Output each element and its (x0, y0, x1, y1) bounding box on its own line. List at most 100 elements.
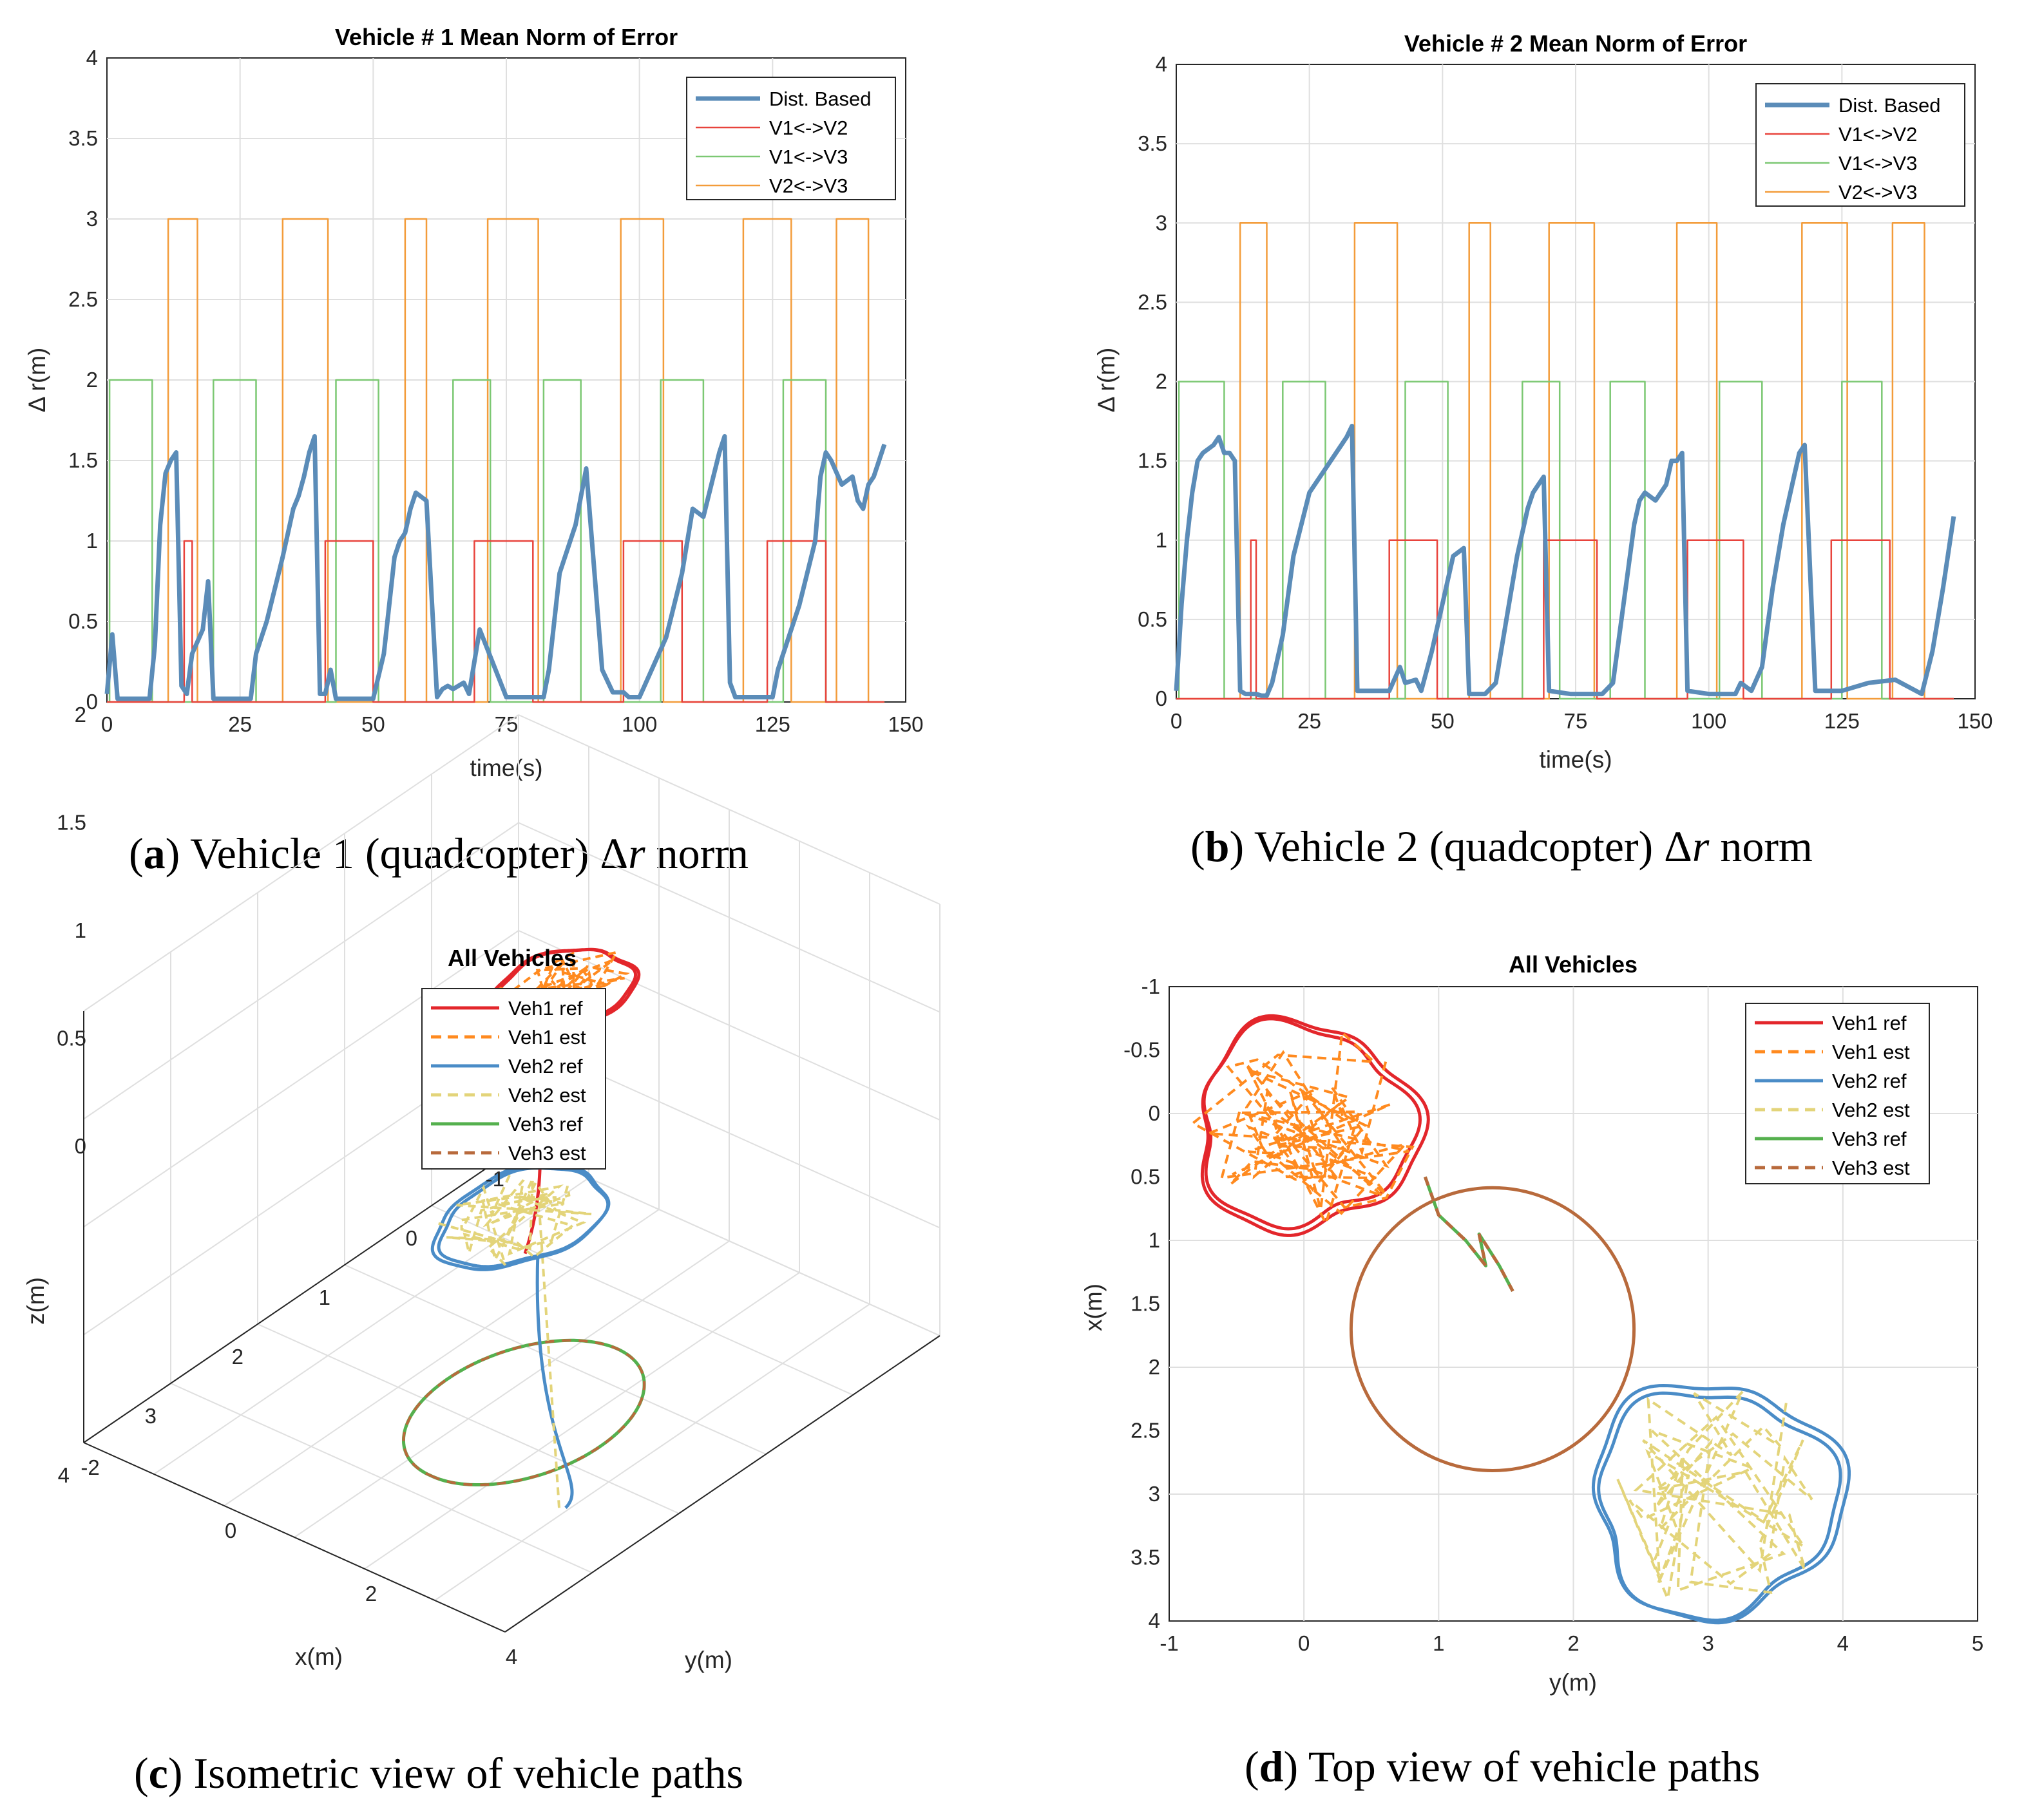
legend-label: Veh2 ref (508, 1055, 583, 1077)
z-axis-label: z(m) (23, 1277, 49, 1325)
caption-d: (d) Top view of vehicle paths (1245, 1742, 1760, 1791)
x-tick-label: 25 (228, 712, 252, 736)
y-gridline (224, 1209, 660, 1506)
legend-label: Veh3 ref (1832, 1128, 1907, 1150)
legend-label: Veh2 est (1832, 1099, 1910, 1121)
z-gridline (83, 714, 519, 1012)
legend-label: Veh2 est (508, 1084, 586, 1106)
y-tick-label: 1 (1149, 1228, 1160, 1252)
x-tick-label: 5 (1972, 1631, 1983, 1655)
x-tick-label: 1 (1433, 1631, 1444, 1655)
legend-label: Dist. Based (769, 88, 872, 110)
z-tick-label: 2 (75, 703, 86, 726)
x-axis-line (83, 1442, 506, 1633)
series-line-dist (1174, 424, 1956, 698)
veh3-ref-path (402, 1338, 646, 1486)
y-tick-label: 1 (86, 529, 98, 553)
x-axis-label: time(s) (470, 755, 542, 781)
legend-label: Veh3 est (508, 1142, 586, 1164)
x-axis-label: x(m) (295, 1644, 343, 1670)
x-tick-label: 125 (755, 712, 790, 736)
y-tick-label: 0.5 (68, 609, 98, 633)
x-tick-label: 0 (1170, 709, 1182, 733)
legend: Veh1 ref Veh1 est Veh2 ref Veh2 est Veh3 ref… (421, 988, 606, 1170)
legend: Veh1 ref Veh1 est Veh2 ref Veh2 est Veh3 ref… (1745, 1003, 1930, 1184)
chart-title: All Vehicles (448, 945, 577, 971)
veh1-est-path (1190, 1030, 1415, 1228)
veh1-ref-path (1200, 1014, 1430, 1237)
y-tick-label: 0 (1149, 1101, 1160, 1125)
z-tick-label: 1.5 (57, 811, 86, 835)
y-tick-label: 4 (1149, 1609, 1160, 1633)
legend-label: V1<->V2 (1838, 123, 1917, 146)
x-tick-label: 0 (406, 1226, 417, 1250)
y-tick-label: 3.5 (1131, 1546, 1160, 1569)
caption-b: (b) Vehicle 2 (quadcopter) Δr norm (1190, 822, 1813, 871)
x-tick-label: 3 (1702, 1631, 1714, 1655)
veh2-ref-path (1591, 1383, 1851, 1625)
veh3-est-path (402, 1339, 646, 1486)
legend-label: V2<->V3 (1838, 181, 1917, 204)
y-tick-label: 3 (1156, 211, 1167, 234)
x-tick-label: 150 (1957, 709, 1992, 733)
y-tick-label: 3 (1149, 1482, 1160, 1506)
y-tick-label: -0.5 (1123, 1038, 1160, 1062)
x-axis-line (83, 1146, 519, 1443)
x-tick-label: 100 (1691, 709, 1726, 733)
legend: Dist. Based V1<->V2 V1<->V3 V2<->V3 (1755, 83, 1965, 207)
x-axis-label: y(m) (1549, 1669, 1597, 1696)
x-tick-label: -1 (1160, 1631, 1178, 1655)
legend-label: Veh3 ref (508, 1113, 583, 1135)
z-tick-label: 0.5 (57, 1027, 86, 1050)
legend-label: Veh1 ref (1832, 1012, 1907, 1034)
y-tick-label: 0 (225, 1519, 236, 1542)
legend-label: V2<->V3 (769, 175, 848, 197)
y-tick-label: -1 (1141, 974, 1160, 998)
y-tick-label: 2 (1156, 370, 1167, 393)
y-tick-label: 0.5 (1131, 1165, 1160, 1189)
y-gridline (434, 1303, 870, 1601)
y-tick-label: 0 (86, 690, 98, 714)
chart-title: Vehicle # 2 Mean Norm of Error (1404, 30, 1747, 57)
y-tick-label: 2.5 (68, 287, 98, 311)
y-axis-label: x(m) (1080, 1284, 1107, 1331)
y-tick-label: 4 (1156, 52, 1167, 76)
y-gridline (364, 1272, 800, 1569)
y-tick-label: 2 (86, 368, 98, 392)
x-tick-label: 0 (1298, 1631, 1310, 1655)
z-gridline (83, 930, 519, 1228)
y-tick-label: 1.5 (1131, 1292, 1160, 1316)
series-line-v1v2 (1176, 539, 1954, 700)
veh2-est-path (438, 1171, 592, 1266)
series-line-v1v2 (107, 540, 884, 703)
legend: Dist. Based V1<->V2 V1<->V3 V2<->V3 (686, 77, 896, 200)
legend-label: Dist. Based (1838, 94, 1941, 117)
y-gridline (294, 1240, 730, 1538)
x-tick-label: 50 (361, 712, 385, 736)
x-tick-label: 25 (1297, 709, 1321, 733)
x-tick-label: 2 (1567, 1631, 1579, 1655)
x-tick-label: 125 (1824, 709, 1860, 733)
chart-title: All Vehicles (1509, 951, 1637, 978)
x-axis-label: time(s) (1539, 746, 1612, 773)
z-tick-label: 1 (75, 918, 86, 942)
x-tick-label: 0 (101, 712, 113, 736)
x-tick-label: 75 (495, 712, 519, 736)
legend-label: V1<->V3 (769, 146, 848, 168)
x-tick-label: 150 (888, 712, 923, 736)
y-tick-label: 1 (1156, 528, 1167, 552)
chart-title: Vehicle # 1 Mean Norm of Error (335, 24, 678, 50)
y-tick-label: 0 (1156, 687, 1167, 710)
y-axis-label: Δ r(m) (1093, 348, 1120, 413)
y-tick-label: 4 (506, 1645, 517, 1669)
legend-box (421, 988, 606, 1170)
x-tick-label: -1 (486, 1167, 504, 1191)
y-tick-label: 4 (86, 46, 98, 70)
y-tick-label: 1.5 (1138, 449, 1167, 473)
panel-d-chart: -1 0 1 2 3 4 5 -1 -0.5 0 0.5 1 1.5 2 2.5 3 3.5 4 All Vehi… (1080, 951, 1983, 1696)
y-tick-label: 2 (1149, 1355, 1160, 1379)
y-tick-label: 2.5 (1138, 290, 1167, 314)
x-tick-label: 75 (1564, 709, 1588, 733)
y-tick-label: 3 (86, 207, 98, 231)
